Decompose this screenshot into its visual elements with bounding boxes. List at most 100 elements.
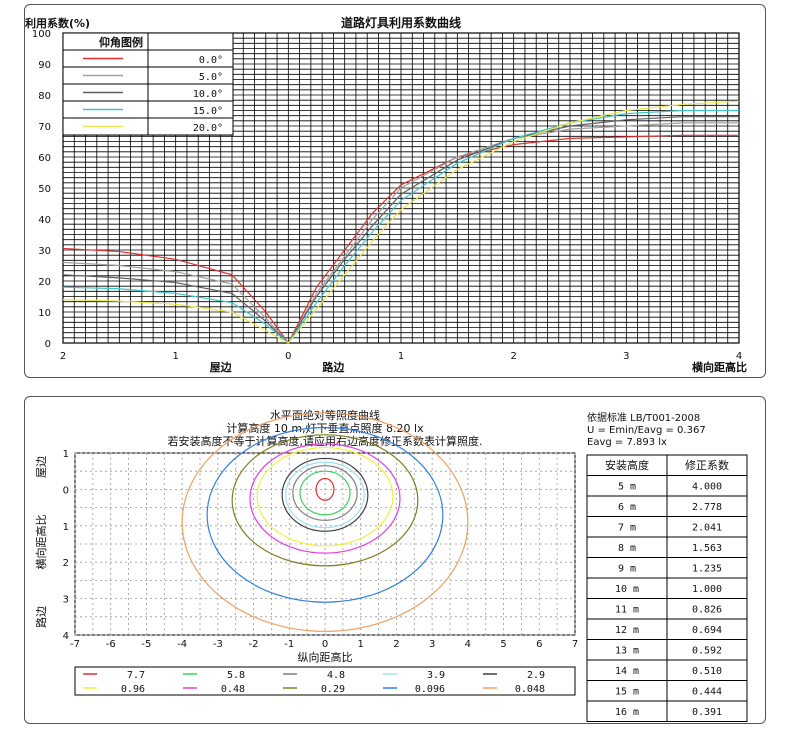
table-cell-factor: 0.444 — [692, 687, 722, 698]
isolux-legend-label: 3.9 — [427, 670, 445, 681]
table-cell-height: 10 m — [615, 584, 639, 595]
y-tick-label: 80 — [38, 91, 51, 102]
legend-label: 15.0° — [193, 106, 223, 117]
table-cell-height: 13 m — [615, 646, 639, 657]
y-tick-label: 30 — [38, 246, 51, 257]
isolux-contour-2 — [292, 465, 358, 521]
isolux-contour-5 — [256, 446, 394, 547]
isolux-legend-label: 0.48 — [221, 684, 245, 695]
table-cell-height: 6 m — [618, 502, 636, 513]
isolux-contour-1 — [299, 470, 351, 516]
table-cell-factor: 2.778 — [692, 502, 722, 513]
y-tick-label: 20 — [38, 277, 51, 288]
isolux-title-line: 若安装高度不等于计算高度,请应用右边高度修正系数表计算照度. — [168, 434, 483, 448]
isolux-legend-label: 7.7 — [127, 670, 145, 681]
series-line-1 — [62, 122, 739, 345]
table-cell-height: 15 m — [615, 687, 639, 698]
table-cell-factor: 0.694 — [692, 625, 722, 636]
isolux-contour-9 — [181, 412, 469, 632]
table-cell-height: 14 m — [615, 666, 639, 677]
y-tick-label: 50 — [38, 184, 51, 195]
x-tick-label: 3 — [429, 639, 435, 650]
isolux-contour-3 — [285, 461, 365, 529]
x-tick-label: 2 — [60, 351, 66, 362]
table-header: 安装高度 — [605, 458, 649, 472]
y-tick-label: 2 — [63, 558, 69, 569]
y-axis-label: 利用系数(%) — [25, 16, 90, 30]
table-header: 修正系数 — [685, 458, 729, 472]
table-cell-factor: 1.563 — [692, 543, 722, 554]
standard-line: Eavg = 7.893 lx — [587, 437, 667, 448]
isolux-legend-label: 0.048 — [515, 684, 545, 695]
legend-label: 20.0° — [193, 123, 223, 134]
table-cell-height: 9 m — [618, 564, 636, 575]
isolux-title-line: 水平面绝对等照度曲线 — [270, 408, 380, 422]
isolux-legend-label: 0.096 — [415, 684, 445, 695]
x-tick-label: 6 — [536, 639, 542, 650]
standard-line: U = Emin/Eavg = 0.367 — [587, 425, 706, 436]
x-tick-label: 1 — [398, 351, 404, 362]
isolux-grid — [74, 452, 576, 636]
y-tick-label: 0 — [45, 339, 51, 350]
y-tick-label: 3 — [63, 595, 69, 606]
table-cell-factor: 0.592 — [692, 646, 722, 657]
y-tick-label: 0 — [63, 485, 69, 496]
y-tick-label: 70 — [38, 122, 51, 133]
x-axis-label: 横向距高比 — [692, 360, 747, 374]
isolux-side-label: 屋边 — [35, 456, 48, 478]
x-tick-label: 0 — [285, 351, 291, 362]
x-tick-label: 3 — [623, 351, 629, 362]
isolux-chart-panel: 水平面绝对等照度曲线 计算高度 10 m,灯下垂直点照度 8.20 lx 若安装高度… — [24, 396, 766, 724]
isolux-side-label: 横向距高比 — [34, 515, 48, 570]
y-tick-label: 1 — [63, 449, 69, 460]
series-line-2 — [62, 116, 739, 344]
table-cell-factor: 0.510 — [692, 666, 722, 677]
isolux-contour-6 — [249, 443, 401, 554]
x-tick-label: -4 — [177, 639, 187, 650]
isolux-contour-4 — [281, 457, 369, 532]
x-tick-label: 5 — [500, 639, 506, 650]
y-tick-label: 40 — [38, 215, 51, 226]
y-tick-label: 90 — [38, 60, 51, 71]
isolux-legend-label: 0.96 — [121, 684, 145, 695]
x-tick-label: 2 — [393, 639, 399, 650]
series-line-3 — [62, 109, 739, 344]
isolux-contour-8 — [206, 426, 444, 603]
standard-line: 依据标准 LB/T001-2008 — [587, 411, 700, 424]
table-cell-height: 7 m — [618, 523, 636, 534]
series-line-4 — [62, 100, 740, 344]
x-tick-label: -3 — [213, 639, 223, 650]
utilization-chart-panel: 利用系数(%) 道路灯具利用系数曲线 0 10 20 30 40 50 60 70 80 90 100 2… — [24, 4, 766, 378]
table-cell-height: 5 m — [618, 482, 636, 493]
series-line-0 — [62, 134, 739, 345]
legend-label: 0.0° — [199, 55, 223, 66]
x-tick-label: 1 — [172, 351, 178, 362]
x-tick-label: 7 — [572, 639, 578, 650]
x-tick-label: 4 — [736, 351, 742, 362]
legend-label: 5.0° — [199, 72, 223, 83]
utilization-chart: 利用系数(%) 道路灯具利用系数曲线01020304050607080901002… — [25, 15, 747, 374]
isolux-side-label: 路边 — [35, 606, 48, 628]
y-tick-label: 10 — [38, 308, 51, 319]
x-tick-label: 0 — [322, 639, 328, 650]
isolux-contour-7 — [231, 434, 419, 567]
table-cell-factor: 2.041 — [692, 523, 722, 534]
y-tick-label: 4 — [63, 631, 69, 642]
table-cell-factor: 0.826 — [692, 605, 722, 616]
isolux-legend-label: 0.29 — [321, 684, 345, 695]
isolux-legend-label: 5.8 — [227, 670, 245, 681]
x-tick-label: -5 — [141, 639, 151, 650]
x-tick-label: -2 — [249, 639, 259, 650]
x-tick-label: 4 — [465, 639, 471, 650]
y-tick-label: 100 — [32, 29, 51, 40]
x-tick-label: 2 — [510, 351, 516, 362]
isolux-legend-label: 4.8 — [327, 670, 345, 681]
chart-title: 道路灯具利用系数曲线 — [341, 15, 461, 30]
isolux-contour-0 — [315, 477, 335, 501]
x-side-label-road: 路边 — [322, 360, 345, 374]
table-cell-height: 8 m — [618, 543, 636, 554]
table-cell-factor: 4.000 — [692, 482, 722, 493]
table-cell-factor: 1.235 — [692, 564, 722, 575]
table-cell-factor: 0.391 — [692, 707, 722, 718]
y-tick-label: 1 — [63, 522, 69, 533]
